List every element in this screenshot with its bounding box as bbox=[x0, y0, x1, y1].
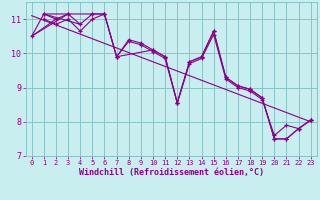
X-axis label: Windchill (Refroidissement éolien,°C): Windchill (Refroidissement éolien,°C) bbox=[79, 168, 264, 177]
